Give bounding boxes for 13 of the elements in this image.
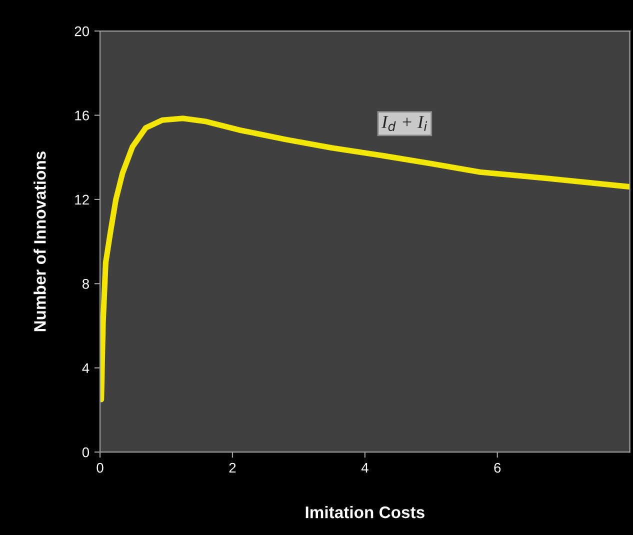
annotation: I$_{d}$ + I$_{i}$ [381, 116, 428, 132]
y-tick-label: 8 [82, 278, 89, 289]
x-tick-label: 0 [96, 462, 104, 473]
y-tick-label: 0 [82, 447, 90, 458]
x-tick-label: 2 [229, 462, 236, 473]
x-axis-title: Imitation Costs [306, 506, 424, 518]
y-tick-label: 4 [82, 363, 90, 373]
y-tick-label: 16 [75, 110, 89, 120]
y-tick-label: 20 [74, 26, 90, 36]
x-tick-label: 4 [361, 463, 368, 473]
x-tick-label: 6 [494, 462, 501, 473]
y-tick-label: 12 [75, 194, 89, 204]
y-axis-title: Number of Innovations [34, 151, 46, 332]
